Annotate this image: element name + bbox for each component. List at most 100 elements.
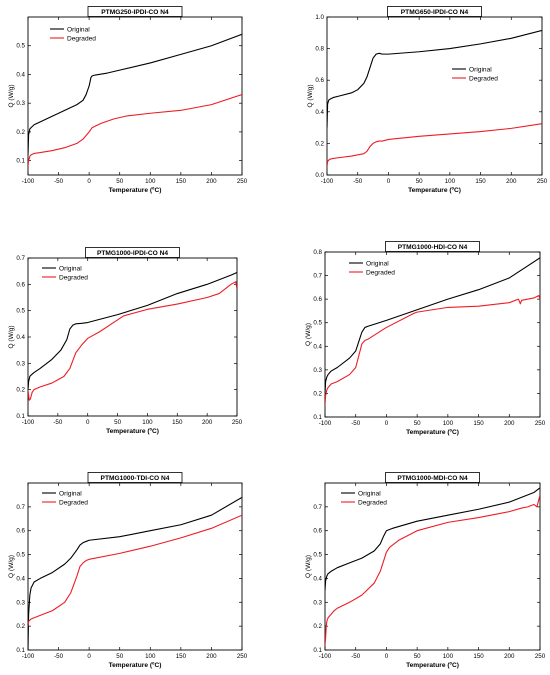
x-tick-label: 150 [176,178,187,185]
y-tick-label: 0.4 [313,575,322,582]
y-tick-label: 0.3 [16,100,25,107]
series-line-original [28,33,242,155]
x-tick-label: -50 [53,419,63,426]
x-tick-label: 100 [443,653,454,660]
y-tick-label: 0.2 [315,140,324,147]
chart-title-box [87,6,183,17]
x-tick-label: -50 [54,653,64,660]
x-tick-label: 100 [142,419,153,426]
plot-frame [326,16,543,176]
y-tick-label: 0.1 [16,647,25,654]
chart-panel-3: PTMG1000-IPDI-CO N4 -100 -50 0 50 100 150 200 25… [8,247,243,435]
legend-label-degraded: Degraded [59,274,88,281]
y-tick-label: 0.3 [16,599,25,606]
chart-panel-2: PTMG650-IPDI-CO N4 -100 -50 0 50 100 150 200 250… [307,6,548,194]
y-tick-label: 0.1 [16,158,25,165]
x-axis-label: Temperature (ºC) [109,187,162,194]
chart-title: PTMG1000-IPDI-CO N4 [97,250,168,257]
x-tick-label: -100 [22,653,35,660]
series-line-degraded [325,295,540,406]
legend-label-degraded: Degraded [366,269,395,276]
legend-label-original: Original [358,490,381,497]
series-line-degraded [28,514,242,627]
x-tick-label: 200 [206,178,217,185]
series-line-original [325,487,540,591]
x-tick-label: 0 [385,653,389,660]
x-tick-label: 100 [443,420,454,427]
x-tick-label: 250 [232,419,243,426]
y-axis-label: Q (W/g) [8,325,15,348]
legend-label-original: Original [366,260,389,267]
y-tick-label: 0.7 [313,504,322,511]
y-tick-label: 0.8 [315,46,324,53]
x-tick-label: 50 [416,178,423,185]
y-tick-label: 0.4 [313,343,322,350]
series-line-original [28,496,242,650]
x-tick-label: 150 [172,419,183,426]
chart-title-box [85,247,180,258]
x-tick-label: 50 [414,653,421,660]
legend-label-degraded: Degraded [469,75,498,82]
chart-panel-5: PTMG1000-TDI-CO N4 -100 -50 0 50 100 150 200 250… [8,472,248,669]
x-tick-label: -100 [22,178,35,185]
series-line-degraded [325,494,540,646]
x-tick-label: 50 [116,653,123,660]
x-axis-label: Temperature (ºC) [406,429,459,436]
legend-label-degraded: Degraded [59,499,88,506]
chart-title: PTMG250-IPDI-CO N4 [101,9,169,16]
plot-frame [324,482,541,651]
y-tick-label: 0.5 [16,308,25,315]
chart-title-box [387,6,482,17]
plot-frame [27,257,238,417]
series-line-original [28,271,237,390]
x-tick-label: 150 [473,420,484,427]
legend-label-original: Original [59,490,82,497]
x-tick-label: 200 [206,653,217,660]
chart-title: PTMG1000-HDI-CO N4 [398,244,468,251]
x-tick-label: 250 [535,653,546,660]
x-tick-label: 50 [116,178,123,185]
x-tick-label: 50 [414,420,421,427]
x-tick-label: -100 [22,419,35,426]
y-tick-label: 0.2 [16,623,25,630]
y-tick-label: 0.1 [313,647,322,654]
legend-label-original: Original [469,66,492,73]
x-tick-label: 200 [504,653,515,660]
x-tick-label: 250 [237,178,248,185]
x-tick-label: -100 [321,178,334,185]
y-tick-label: 0.5 [313,320,322,327]
y-tick-label: 0.6 [16,281,25,288]
x-tick-label: 50 [114,419,121,426]
y-tick-label: 0.6 [313,528,322,535]
x-tick-label: 150 [176,653,187,660]
y-axis-label: Q (W/g) [8,555,15,578]
x-tick-label: -100 [319,420,332,427]
y-tick-label: 0.5 [16,552,25,559]
x-tick-label: 250 [537,178,548,185]
y-tick-label: 0.2 [313,390,322,397]
x-tick-label: -100 [319,653,332,660]
y-tick-label: 0.7 [16,255,25,262]
x-tick-label: 0 [87,653,91,660]
y-tick-label: 0.4 [16,334,25,341]
plot-frame [324,251,541,418]
x-tick-label: 200 [504,420,515,427]
x-tick-label: 0 [387,178,391,185]
legend-label-degraded: Degraded [67,35,96,42]
chart-title: PTMG650-IPDI-CO N4 [401,9,469,16]
x-axis-label: Temperature (ºC) [408,187,461,194]
legend-label-original: Original [67,26,90,33]
chart-panel-4: PTMG1000-HDI-CO N4 -100 -50 0 50 100 150 200 250… [305,241,546,436]
y-tick-label: 0.3 [16,360,25,367]
chart-title: PTMG1000-TDI-CO N4 [101,475,170,482]
chart-title-box [87,472,183,483]
y-tick-label: 0.6 [315,77,324,84]
x-tick-label: 100 [445,178,456,185]
x-tick-label: 150 [473,653,484,660]
y-tick-label: 0.4 [16,575,25,582]
y-axis-label: Q (W/g) [305,555,312,578]
y-tick-label: 0.1 [16,413,25,420]
x-tick-label: 250 [237,653,248,660]
chart-panel-6: PTMG1000-MDI-CO N4 -100 -50 0 50 100 150 200 250… [305,472,546,669]
y-tick-label: 0.7 [313,273,322,280]
